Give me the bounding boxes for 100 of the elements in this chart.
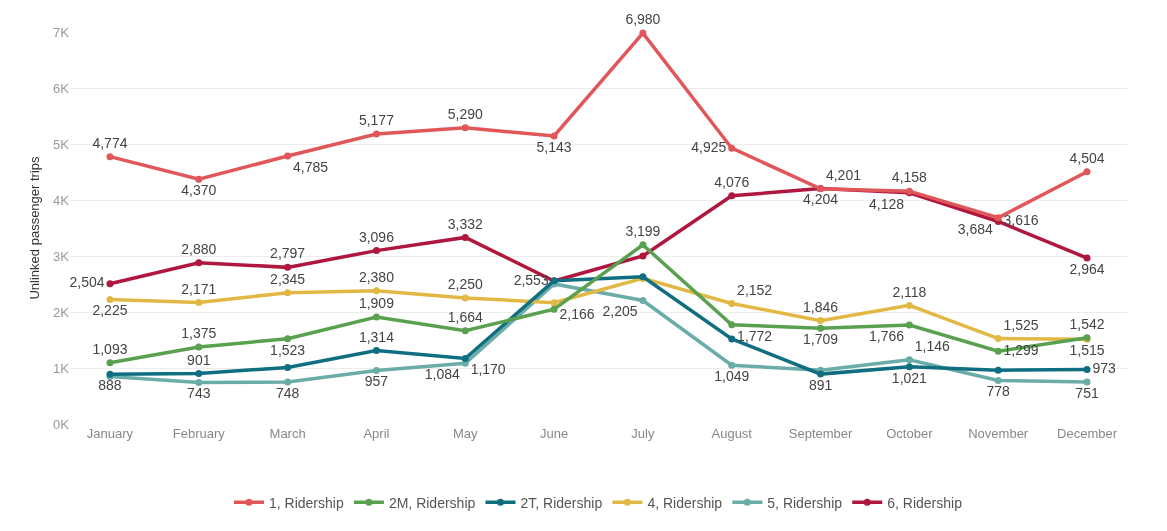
x-tick-label: September [788,426,854,441]
point [728,335,736,343]
data-label: 2,250 [447,276,483,293]
point [550,305,558,313]
data-label: 5,177 [358,112,395,129]
point [728,192,736,200]
point [461,233,469,241]
point [284,263,292,271]
x-tick-label: January [86,426,134,441]
data-label: 3,616 [1003,212,1039,228]
data-label: 1,049 [714,368,750,385]
data-label: 778 [986,383,1011,400]
point [372,247,380,255]
point [994,335,1002,343]
y-tick-label: 2K [53,304,70,320]
point [905,356,913,364]
data-label: 6,980 [625,11,661,28]
data-label: 4,370 [181,182,217,199]
point [550,132,558,140]
point [728,299,736,307]
data-label: 1,523 [270,341,306,358]
data-label: 1,846 [803,298,839,315]
point [195,259,203,267]
y-tick-label: 6K [53,80,70,96]
point [817,324,825,332]
point [372,130,380,138]
data-label: 888 [98,377,122,394]
y-tick-label: 3K [53,248,70,264]
point [905,301,913,309]
data-label: 2,345 [270,270,306,287]
point [461,327,469,335]
data-label: 891 [808,376,833,393]
y-tick-label: 5K [53,136,70,152]
point [195,378,203,386]
point [639,29,647,37]
data-label: 1,375 [181,325,217,342]
point [284,289,292,297]
point [284,378,292,386]
point [994,366,1002,374]
point [195,175,203,183]
data-label: 2,380 [358,268,395,285]
point [106,359,114,367]
point [639,297,647,305]
data-label: 4,774 [92,134,128,151]
data-label: 3,684 [957,220,994,237]
point [905,321,913,329]
point [728,144,736,152]
point [817,317,825,325]
y-tick-label: 0K [53,416,70,432]
point [195,370,203,378]
legend-label: 1, Ridership [269,494,344,511]
legend-label: 2M, Ridership [388,494,476,511]
data-label: 4,128 [868,195,905,212]
point [817,370,825,378]
data-label: 1,515 [1069,342,1105,359]
data-label: 2,152 [737,281,773,298]
data-label: 973 [1092,360,1116,377]
data-label: 2,205 [602,303,638,320]
data-label: 748 [275,384,300,401]
data-label: 1,170 [470,361,506,378]
legend-label: 5, Ridership [767,494,843,511]
point [195,343,203,351]
data-label: 2,225 [92,302,128,319]
point [728,321,736,329]
point [1083,366,1091,374]
data-label: 4,076 [714,173,750,190]
y-tick-label: 1K [53,360,70,376]
point [994,376,1002,384]
point [728,361,736,369]
y-tick-label: 7K [53,24,70,40]
data-label: 1,909 [358,295,395,312]
data-label: 2,118 [892,283,927,300]
x-tick-label: May [452,426,479,441]
data-label: 3,332 [447,215,483,232]
legend-label: 6, Ridership [887,494,963,511]
data-label: 2,166 [559,305,595,322]
point [284,152,292,160]
data-label: 1,084 [424,366,461,383]
point [106,295,114,303]
data-label: 957 [364,373,389,390]
data-label: 5,290 [447,105,483,122]
legend-label: 4, Ridership [647,494,723,511]
data-label: 1,664 [447,308,483,325]
point [284,335,292,343]
data-label: 3,199 [625,222,661,239]
point [106,280,114,288]
data-label: 4,785 [292,158,329,175]
data-label: 1,709 [803,331,839,348]
data-label: 751 [1075,384,1099,401]
point [1083,378,1091,386]
data-label: 1,021 [891,369,928,386]
data-label: 4,504 [1069,149,1105,166]
point [639,241,647,249]
data-label: 2,553 [513,271,549,288]
data-label: 2,504 [69,274,105,291]
point [372,366,380,374]
data-label: 2,797 [270,245,306,262]
point [994,214,1002,222]
x-tick-label: December [1057,426,1118,441]
data-label: 3,096 [358,228,395,245]
